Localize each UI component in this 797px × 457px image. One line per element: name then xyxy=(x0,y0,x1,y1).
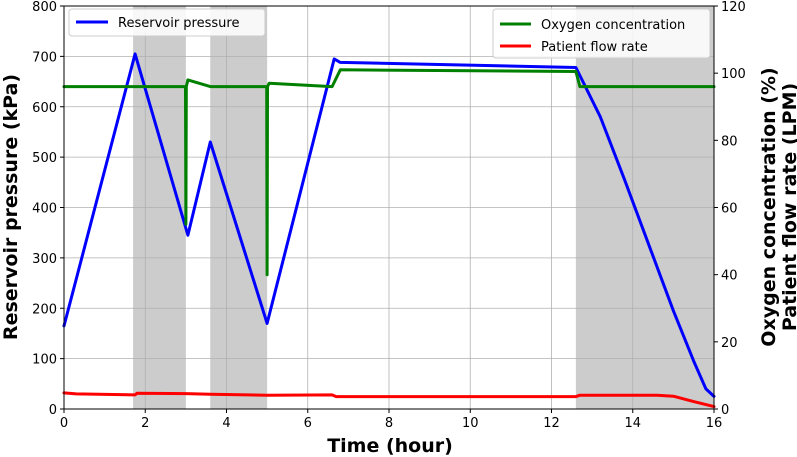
x-tick-label-0: 0 xyxy=(60,416,68,431)
y-right-tick-label-6: 120 xyxy=(721,0,746,15)
legend-label-patient-flow-rate: Patient flow rate xyxy=(541,40,648,55)
legend-left: Reservoir pressure xyxy=(68,8,266,37)
y-left-tick-label-7: 700 xyxy=(32,50,57,65)
x-tick-label-6: 12 xyxy=(543,416,560,431)
y-left-tick-label-3: 300 xyxy=(32,252,57,267)
y-left-tick-label-8: 800 xyxy=(32,0,57,15)
legend-label-reservoir-pressure: Reservoir pressure xyxy=(118,16,239,31)
y-right-axis-title-line1: Oxygen concentration (%) xyxy=(758,67,780,346)
y-right-tick-label-5: 100 xyxy=(721,67,746,82)
y-left-tick-label-1: 100 xyxy=(32,353,57,368)
y-right-tick-label-1: 20 xyxy=(721,336,738,351)
y-right-axis-title-line2: Patient flow rate (LPM) xyxy=(779,83,797,331)
x-tick-label-5: 10 xyxy=(462,416,479,431)
x-tick-label-3: 6 xyxy=(304,416,312,431)
x-tick-label-1: 2 xyxy=(141,416,149,431)
y-left-tick-label-2: 200 xyxy=(32,302,57,317)
legend-right: Oxygen concentration Patient flow rate xyxy=(492,8,711,59)
y-left-tick-label-0: 0 xyxy=(49,403,57,418)
legend-label-oxygen-concentration: Oxygen concentration xyxy=(541,18,685,33)
y-left-axis-ticks: 0 100 200 300 400 500 600 700 800 xyxy=(32,0,64,418)
series-line-oxygen-concentration xyxy=(62,68,716,277)
x-axis-title: Time (hour) xyxy=(327,435,453,457)
x-tick-label-2: 4 xyxy=(222,416,230,431)
y-right-tick-label-3: 60 xyxy=(721,202,738,217)
legend-right-box xyxy=(492,8,711,59)
y-left-tick-label-6: 600 xyxy=(32,101,57,116)
y-right-tick-label-2: 40 xyxy=(721,269,738,284)
x-tick-label-4: 8 xyxy=(385,416,393,431)
y-right-tick-label-4: 80 xyxy=(721,134,738,149)
y-left-tick-label-5: 500 xyxy=(32,151,57,166)
x-axis-ticks: 0 2 4 6 8 10 12 14 16 xyxy=(60,409,722,431)
y-left-tick-label-4: 400 xyxy=(32,202,57,217)
series-line-reservoir-pressure xyxy=(62,52,716,398)
y-right-axis-ticks: 0 20 40 60 80 100 120 xyxy=(714,0,746,418)
series-lines xyxy=(62,52,716,409)
x-tick-label-8: 16 xyxy=(706,416,723,431)
x-tick-label-7: 14 xyxy=(624,416,641,431)
y-right-tick-label-0: 0 xyxy=(721,403,729,418)
y-left-axis-title: Reservoir pressure (kPa) xyxy=(0,74,22,340)
series-line-patient-flow-rate xyxy=(62,391,716,409)
legend-left-box xyxy=(68,8,266,37)
